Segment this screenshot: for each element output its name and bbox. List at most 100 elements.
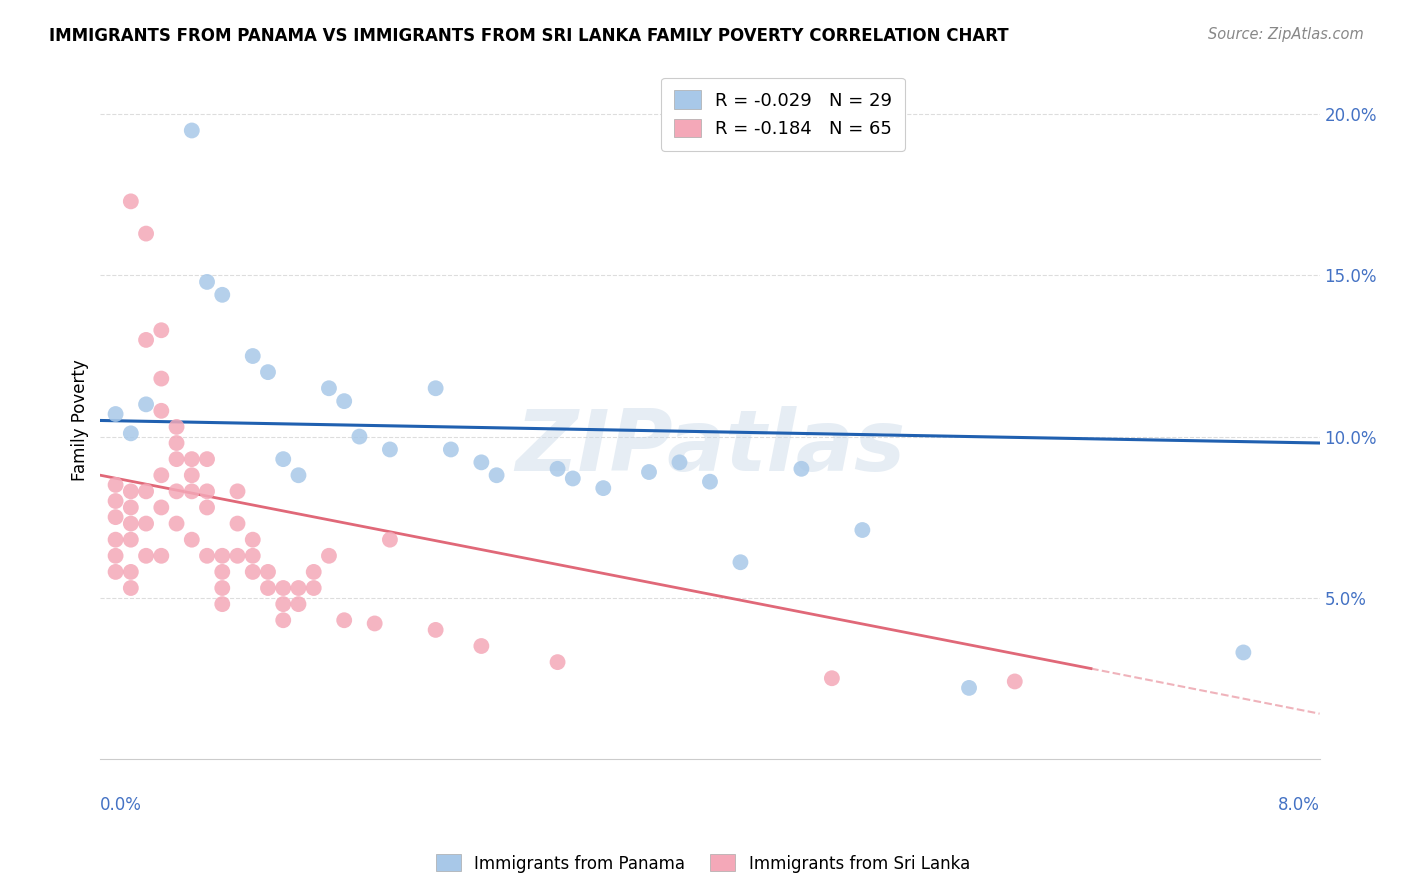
Point <box>120 581 142 595</box>
Point <box>150 404 173 418</box>
Point <box>242 349 264 363</box>
Point <box>211 287 233 301</box>
Point <box>104 478 127 492</box>
Point <box>150 323 173 337</box>
Point <box>547 655 569 669</box>
Point <box>195 452 218 467</box>
Point <box>271 581 294 595</box>
Point <box>135 227 157 241</box>
Point <box>104 494 127 508</box>
Point <box>302 565 325 579</box>
Point <box>150 371 173 385</box>
Point <box>150 500 173 515</box>
Point <box>166 516 188 531</box>
Point <box>349 429 371 443</box>
Point <box>180 468 202 483</box>
Point <box>195 500 218 515</box>
Point <box>150 549 173 563</box>
Point <box>135 484 157 499</box>
Point <box>638 465 661 479</box>
Point <box>363 616 385 631</box>
Point <box>120 500 142 515</box>
Point <box>120 426 142 441</box>
Point <box>425 381 447 395</box>
Text: 0.0%: 0.0% <box>100 796 142 814</box>
Point <box>271 452 294 467</box>
Point <box>211 581 233 595</box>
Point <box>104 533 127 547</box>
Point <box>211 565 233 579</box>
Point <box>440 442 463 457</box>
Point <box>851 523 873 537</box>
Point <box>226 516 249 531</box>
Point <box>135 333 157 347</box>
Point <box>135 516 157 531</box>
Point <box>226 549 249 563</box>
Point <box>271 613 294 627</box>
Point <box>166 420 188 434</box>
Point <box>166 436 188 450</box>
Point <box>333 394 356 409</box>
Point <box>790 462 813 476</box>
Point <box>104 565 127 579</box>
Point <box>135 549 157 563</box>
Point <box>120 484 142 499</box>
Point <box>257 581 280 595</box>
Text: ZIPatlas: ZIPatlas <box>515 406 905 489</box>
Point <box>271 597 294 611</box>
Point <box>287 581 309 595</box>
Point <box>470 639 492 653</box>
Point <box>135 397 157 411</box>
Point <box>180 484 202 499</box>
Point <box>302 581 325 595</box>
Point <box>180 123 202 137</box>
Text: Source: ZipAtlas.com: Source: ZipAtlas.com <box>1208 27 1364 42</box>
Text: 8.0%: 8.0% <box>1278 796 1320 814</box>
Point <box>166 484 188 499</box>
Point <box>730 555 752 569</box>
Point <box>150 468 173 483</box>
Point <box>561 471 583 485</box>
Point <box>470 455 492 469</box>
Point <box>1232 645 1254 659</box>
Point <box>180 452 202 467</box>
Point <box>821 671 844 685</box>
Point <box>166 452 188 467</box>
Point <box>104 407 127 421</box>
Point <box>318 549 340 563</box>
Point <box>242 533 264 547</box>
Point <box>333 613 356 627</box>
Point <box>226 484 249 499</box>
Legend: Immigrants from Panama, Immigrants from Sri Lanka: Immigrants from Panama, Immigrants from … <box>429 847 977 880</box>
Point <box>211 597 233 611</box>
Point <box>120 533 142 547</box>
Point <box>592 481 614 495</box>
Point <box>195 275 218 289</box>
Point <box>957 681 980 695</box>
Point <box>257 565 280 579</box>
Point <box>104 549 127 563</box>
Point <box>485 468 508 483</box>
Point <box>242 549 264 563</box>
Point <box>1004 674 1026 689</box>
Point <box>257 365 280 379</box>
Point <box>211 549 233 563</box>
Point <box>287 597 309 611</box>
Y-axis label: Family Poverty: Family Poverty <box>72 359 89 482</box>
Point <box>195 549 218 563</box>
Point <box>195 484 218 499</box>
Legend: R = -0.029   N = 29, R = -0.184   N = 65: R = -0.029 N = 29, R = -0.184 N = 65 <box>661 78 905 151</box>
Point <box>378 442 401 457</box>
Point <box>318 381 340 395</box>
Point <box>378 533 401 547</box>
Point <box>425 623 447 637</box>
Point <box>699 475 721 489</box>
Point <box>120 516 142 531</box>
Point <box>287 468 309 483</box>
Point <box>668 455 690 469</box>
Point <box>104 510 127 524</box>
Text: IMMIGRANTS FROM PANAMA VS IMMIGRANTS FROM SRI LANKA FAMILY POVERTY CORRELATION C: IMMIGRANTS FROM PANAMA VS IMMIGRANTS FRO… <box>49 27 1010 45</box>
Point <box>547 462 569 476</box>
Point <box>120 565 142 579</box>
Point <box>120 194 142 209</box>
